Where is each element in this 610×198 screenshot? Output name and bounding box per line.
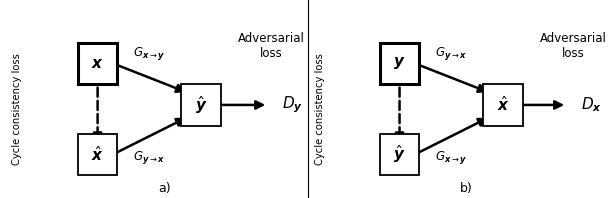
Text: $\hat{\boldsymbol{x}}$: $\hat{\boldsymbol{x}}$ xyxy=(91,145,104,164)
Text: Cycle consistency loss: Cycle consistency loss xyxy=(12,53,22,165)
Text: $\boldsymbol{y}$: $\boldsymbol{y}$ xyxy=(393,55,406,71)
Text: $\hat{\boldsymbol{y}}$: $\hat{\boldsymbol{y}}$ xyxy=(393,144,406,165)
Text: Cycle consistency loss: Cycle consistency loss xyxy=(315,53,325,165)
Text: $\boldsymbol{x}$: $\boldsymbol{x}$ xyxy=(91,56,104,71)
FancyBboxPatch shape xyxy=(78,43,117,84)
Text: Adversarial
loss: Adversarial loss xyxy=(238,31,305,60)
Text: $\hat{\boldsymbol{x}}$: $\hat{\boldsymbol{x}}$ xyxy=(497,95,510,114)
Text: $G_{\boldsymbol{x}\rightarrow\boldsymbol{y}}$: $G_{\boldsymbol{x}\rightarrow\boldsymbol… xyxy=(134,45,165,62)
Text: $G_{\boldsymbol{x}\rightarrow\boldsymbol{y}}$: $G_{\boldsymbol{x}\rightarrow\boldsymbol… xyxy=(436,149,467,167)
Text: b): b) xyxy=(461,182,473,195)
Text: $G_{\boldsymbol{y}\rightarrow\boldsymbol{x}}$: $G_{\boldsymbol{y}\rightarrow\boldsymbol… xyxy=(436,45,467,62)
Text: $D_{\boldsymbol{y}}$: $D_{\boldsymbol{y}}$ xyxy=(282,95,303,115)
Text: $\hat{\boldsymbol{y}}$: $\hat{\boldsymbol{y}}$ xyxy=(195,94,207,116)
FancyBboxPatch shape xyxy=(78,134,117,175)
FancyBboxPatch shape xyxy=(379,134,420,175)
Text: $G_{\boldsymbol{y}\rightarrow\boldsymbol{x}}$: $G_{\boldsymbol{y}\rightarrow\boldsymbol… xyxy=(134,149,165,167)
Text: $D_{\boldsymbol{x}}$: $D_{\boldsymbol{x}}$ xyxy=(581,96,601,114)
FancyBboxPatch shape xyxy=(483,84,523,126)
FancyBboxPatch shape xyxy=(182,84,221,126)
Text: Adversarial
loss: Adversarial loss xyxy=(540,31,607,60)
Text: a): a) xyxy=(159,182,171,195)
FancyBboxPatch shape xyxy=(379,43,420,84)
